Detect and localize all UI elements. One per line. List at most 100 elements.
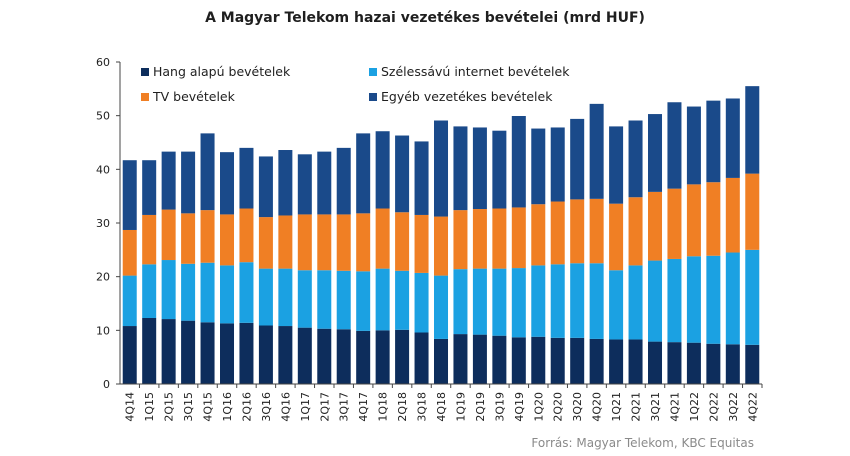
bar-segment-series-3-3Q22 — [725, 98, 740, 178]
bar-segment-series-1-4Q22 — [745, 249, 760, 345]
bar-segment-series-1-3Q22 — [725, 252, 740, 345]
bar-segment-series-2-3Q19 — [492, 208, 507, 269]
x-tick-label: 3Q19 — [493, 392, 506, 422]
bar-segment-series-2-3Q18 — [414, 214, 429, 273]
bar-segment-series-3-4Q20 — [589, 103, 604, 199]
x-tick-label: 4Q19 — [513, 392, 526, 422]
bar-segment-series-3-4Q14 — [122, 160, 137, 230]
bar-segment-series-2-2Q21 — [628, 197, 643, 266]
x-tick-label: 1Q15 — [143, 392, 156, 422]
bar-segment-series-3-2Q19 — [472, 127, 487, 210]
x-tick-label: 1Q18 — [377, 392, 390, 422]
x-tick-label: 3Q15 — [182, 392, 195, 422]
y-tick-label: 0 — [103, 378, 110, 391]
bar-segment-series-2-3Q16 — [258, 217, 273, 269]
x-tick-label: 2Q21 — [630, 392, 643, 422]
chart-title: A Magyar Telekom hazai vezetékes bevétel… — [205, 10, 645, 26]
bar-segment-series-2-3Q20 — [570, 199, 585, 264]
bar-segment-series-3-4Q16 — [278, 150, 293, 216]
x-tick-label: 4Q21 — [668, 392, 681, 422]
bar-segment-series-0-4Q17 — [356, 330, 371, 384]
bar-segment-series-2-4Q18 — [434, 216, 449, 276]
bar-segment-series-2-2Q22 — [706, 182, 721, 256]
bar-segment-series-0-3Q21 — [648, 341, 663, 384]
bar-segment-series-1-1Q19 — [453, 269, 468, 335]
x-tick-label: 3Q20 — [571, 392, 584, 422]
bar-segment-series-3-4Q18 — [434, 120, 449, 217]
bar-segment-series-0-2Q20 — [550, 337, 565, 384]
bar-segment-series-2-1Q17 — [297, 214, 312, 271]
bar-segment-series-1-3Q20 — [570, 263, 585, 338]
bar-segment-series-0-3Q15 — [181, 320, 196, 384]
bar-segment-series-0-1Q16 — [220, 323, 235, 384]
bar-segment-series-2-2Q20 — [550, 201, 565, 265]
bar-segment-series-1-1Q21 — [609, 270, 624, 340]
axes-group: 0 10 20 30 40 50 60 4Q14 1Q15 2Q15 3Q15 4Q15 1Q16 2Q1… — [96, 56, 763, 422]
bar-segment-series-2-4Q21 — [667, 188, 682, 259]
x-tick-label: 4Q16 — [279, 392, 292, 422]
bar-segment-series-1-4Q18 — [434, 275, 449, 339]
legend-swatch — [369, 68, 377, 76]
x-tick-label: 4Q20 — [591, 392, 604, 422]
bar-segment-series-3-1Q16 — [220, 152, 235, 215]
bar-segment-series-2-2Q19 — [472, 209, 487, 269]
legend-swatch — [141, 93, 149, 101]
bar-segment-series-3-3Q16 — [258, 156, 273, 218]
bar-segment-series-1-1Q16 — [220, 265, 235, 324]
bar-segment-series-2-2Q18 — [395, 212, 410, 271]
bar-segment-series-2-3Q15 — [181, 213, 196, 264]
legend-label: Hang alapú bevételek — [153, 64, 291, 79]
x-tick-label: 3Q22 — [727, 392, 740, 422]
y-tick-label: 20 — [96, 271, 110, 284]
bar-segment-series-3-1Q20 — [531, 128, 546, 205]
bar-segment-series-2-4Q17 — [356, 213, 371, 272]
bar-segment-series-1-2Q15 — [161, 260, 176, 320]
legend-background — [124, 66, 564, 116]
bar-segment-series-2-3Q17 — [336, 214, 351, 271]
bar-segment-series-0-1Q15 — [142, 317, 157, 384]
bar-segment-series-2-3Q22 — [725, 177, 740, 253]
y-tick-label: 60 — [96, 56, 110, 69]
bar-segment-series-1-1Q15 — [142, 264, 157, 318]
x-tick-label: 4Q18 — [435, 392, 448, 422]
y-tick-label: 50 — [96, 110, 110, 123]
bar-segment-series-1-3Q21 — [648, 260, 663, 342]
bar-segment-series-1-2Q20 — [550, 264, 565, 338]
bar-segment-series-0-4Q19 — [511, 337, 526, 384]
bar-segment-series-1-4Q17 — [356, 271, 371, 331]
bar-segment-series-0-2Q19 — [472, 334, 487, 384]
bar-segment-series-1-4Q16 — [278, 268, 293, 327]
x-tick-label: 4Q15 — [202, 392, 215, 422]
bar-segment-series-2-1Q19 — [453, 210, 468, 270]
bar-segment-series-3-3Q15 — [181, 151, 196, 214]
bar-segment-series-0-2Q15 — [161, 319, 176, 384]
bar-segment-series-3-2Q18 — [395, 135, 410, 213]
legend: Hang alapú bevételek Szélessávú internet … — [124, 64, 570, 116]
legend-swatch — [141, 68, 149, 76]
bar-segment-series-1-2Q17 — [317, 270, 332, 329]
bar-segment-series-0-1Q19 — [453, 334, 468, 384]
bar-segment-series-2-3Q21 — [648, 191, 663, 261]
bar-segment-series-2-2Q16 — [239, 208, 254, 263]
bar-segment-series-0-2Q16 — [239, 322, 254, 384]
bar-segment-series-0-1Q21 — [609, 339, 624, 384]
bar-segment-series-2-1Q22 — [686, 184, 701, 257]
bar-segment-series-0-3Q22 — [725, 344, 740, 384]
bar-segment-series-3-4Q21 — [667, 102, 682, 189]
x-tick-label: 4Q17 — [357, 392, 370, 422]
bar-segment-series-1-1Q20 — [531, 265, 546, 337]
bar-segment-series-0-3Q16 — [258, 325, 273, 384]
bar-segment-series-0-4Q22 — [745, 344, 760, 384]
bar-segment-series-0-4Q14 — [122, 326, 137, 384]
bar-segment-series-3-1Q18 — [375, 131, 390, 209]
bar-segment-series-0-4Q21 — [667, 342, 682, 384]
bar-segment-series-0-1Q22 — [686, 342, 701, 384]
x-tick-label: 2Q20 — [552, 392, 565, 422]
bar-segment-series-0-1Q18 — [375, 330, 390, 384]
bar-segment-series-3-3Q21 — [648, 114, 663, 192]
bar-segment-series-3-1Q21 — [609, 126, 624, 204]
y-tick-label: 10 — [96, 324, 110, 337]
x-tick-label: 1Q22 — [688, 392, 701, 422]
bar-segment-series-1-3Q19 — [492, 268, 507, 336]
bar-segment-series-0-4Q15 — [200, 322, 215, 384]
